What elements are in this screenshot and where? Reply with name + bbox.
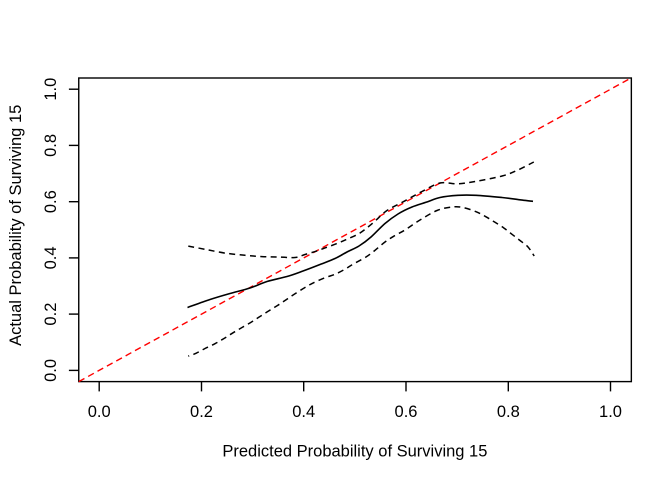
svg-text:1.0: 1.0: [42, 78, 60, 101]
svg-text:0.2: 0.2: [42, 303, 60, 326]
svg-text:0.2: 0.2: [190, 403, 213, 421]
svg-text:Predicted Probability of Survi: Predicted Probability of Surviving 15: [222, 442, 487, 460]
svg-text:Actual Probability of Survivin: Actual Probability of Surviving 15: [7, 105, 25, 346]
svg-text:0.4: 0.4: [42, 246, 60, 269]
svg-text:0.6: 0.6: [395, 403, 418, 421]
svg-text:1.0: 1.0: [599, 403, 622, 421]
svg-text:0.4: 0.4: [292, 403, 315, 421]
svg-text:0.0: 0.0: [42, 359, 60, 382]
svg-text:0.0: 0.0: [88, 403, 111, 421]
svg-text:0.8: 0.8: [497, 403, 520, 421]
svg-text:0.8: 0.8: [42, 134, 60, 157]
svg-text:0.6: 0.6: [42, 190, 60, 213]
